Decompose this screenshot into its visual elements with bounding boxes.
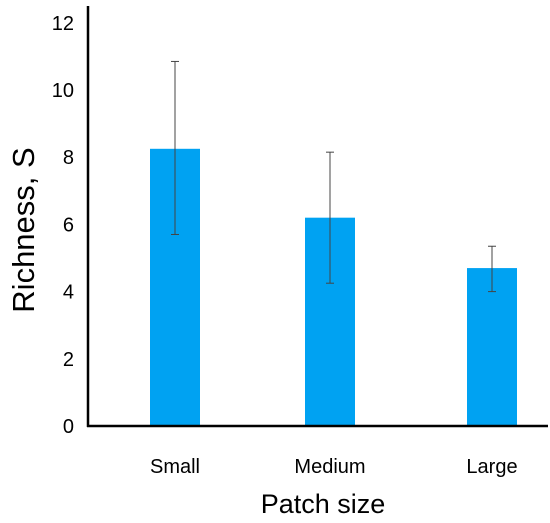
y-tick-label: 12 [52,13,74,35]
error-bar-small [171,60,179,235]
bars-group [150,148,517,427]
x-category-labels: Small Medium Large [150,456,518,478]
x-tick-label: Large [466,456,517,478]
y-tick-label: 0 [63,416,74,438]
x-tick-label: Small [150,456,200,478]
y-tick-label: 6 [63,214,74,236]
error-bar-medium [326,151,334,284]
bar-large [467,268,517,426]
y-tick-label: 8 [63,147,74,169]
y-tick-label: 2 [63,349,74,371]
x-tick-label: Medium [294,456,365,478]
y-tick-labels: 0 2 4 6 8 10 12 [52,13,74,438]
y-tick-label: 4 [63,282,74,304]
y-tick-label: 10 [52,80,74,102]
error-bar-large [488,245,496,293]
y-axis-title: Richness, S [6,147,41,312]
error-bars-group [171,60,496,293]
x-axis-title: Patch size [261,489,386,519]
